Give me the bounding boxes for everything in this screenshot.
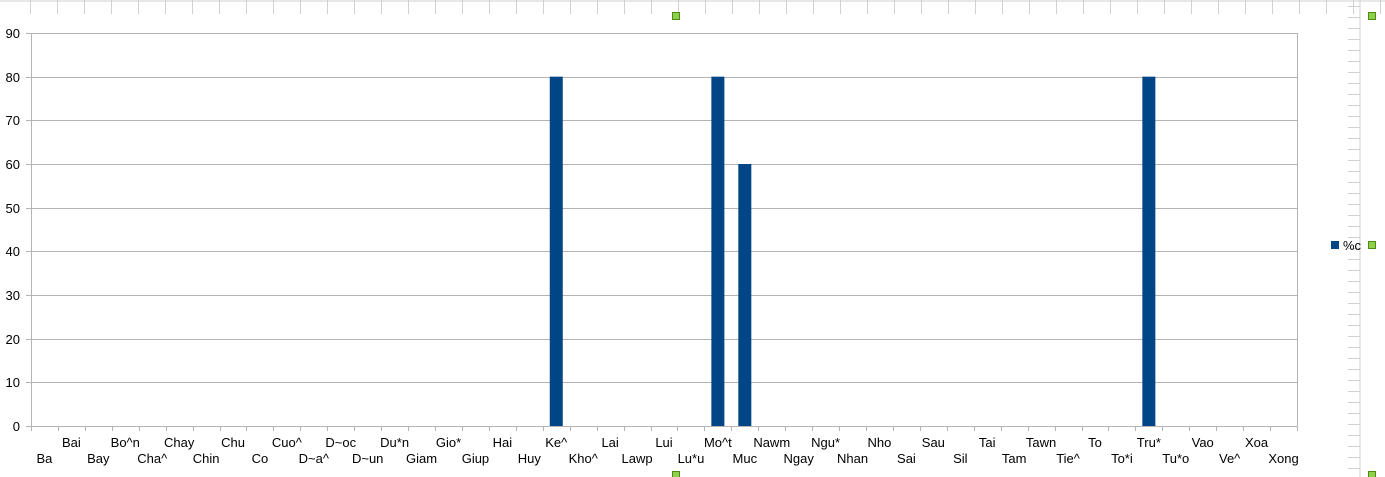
x-tick-label: Xong (1268, 451, 1298, 466)
bar-Tru* (1142, 76, 1156, 427)
x-tick-label: Kho^ (569, 451, 599, 466)
x-tick-label: Lu*u (678, 451, 705, 466)
y-tick-label: 10 (6, 375, 20, 390)
x-tick-label: Nhan (837, 451, 868, 466)
x-tick-label: Sau (922, 435, 945, 450)
x-tick-label: Ba (37, 451, 54, 466)
resize-handle[interactable] (672, 12, 680, 20)
x-tick-label: Bo^n (111, 435, 140, 450)
y-tick-label: 50 (6, 201, 20, 216)
x-tick-label: Ngay (784, 451, 815, 466)
y-tick-label: 20 (6, 332, 20, 347)
resize-handle[interactable] (1368, 241, 1376, 249)
bars (549, 76, 1156, 427)
x-tick-label: Tawn (1026, 435, 1056, 450)
legend-label-series: %c (1343, 238, 1362, 253)
x-tick-label: Ke^ (545, 435, 568, 450)
y-tick-label: 70 (6, 113, 20, 128)
x-tick-label: Bay (87, 451, 110, 466)
x-tick-label: Lui (655, 435, 672, 450)
y-tick-label: 60 (6, 157, 20, 172)
x-tick-label: Huy (518, 451, 542, 466)
axes (31, 33, 1298, 431)
x-tick-label: Vao (1192, 435, 1214, 450)
x-tick-label: Gio* (436, 435, 461, 450)
x-tick-label: D~a^ (299, 451, 330, 466)
x-tick-label: Nho (868, 435, 892, 450)
x-tick-label: Tru* (1137, 435, 1161, 450)
x-tick-label: Cha^ (137, 451, 168, 466)
y-tick-label: 30 (6, 288, 20, 303)
y-tick-label: 40 (6, 244, 20, 259)
x-tick-label: Du*n (380, 435, 409, 450)
x-tick-label: To*i (1111, 451, 1133, 466)
x-tick-label: Ve^ (1219, 451, 1241, 466)
selection-handles[interactable] (672, 12, 1376, 477)
y-tick-label: 90 (6, 26, 20, 41)
x-tick-label: Lai (601, 435, 618, 450)
x-tick-label: Tu*o (1162, 451, 1189, 466)
x-tick-label: Chin (193, 451, 220, 466)
x-tick-label: Tai (979, 435, 996, 450)
x-tick-label: Cuo^ (272, 435, 303, 450)
bar-Mo^t (711, 76, 725, 427)
x-tick-label: Hai (493, 435, 513, 450)
y-tick-label: 80 (6, 70, 20, 85)
x-tick-label: Bai (62, 435, 81, 450)
x-tick-label: Chu (221, 435, 245, 450)
x-tick-label: Sai (897, 451, 916, 466)
x-tick-label: D~un (352, 451, 383, 466)
resize-handle[interactable] (1368, 471, 1376, 477)
x-tick-label: Ngu* (811, 435, 840, 450)
y-tick-labels: 0 10 20 30 40 50 60 70 80 90 (6, 26, 20, 434)
x-tick-label: To (1088, 435, 1102, 450)
bar-Muc (738, 164, 752, 426)
legend: %c (1331, 238, 1362, 253)
x-tick-label: Xoa (1245, 435, 1269, 450)
x-tick-label: Muc (733, 451, 758, 466)
x-tick-label: Mo^t (704, 435, 732, 450)
x-tick-label: D~oc (325, 435, 356, 450)
x-tick-label: Tie^ (1056, 451, 1081, 466)
x-tick-label: Sil (953, 451, 968, 466)
x-tick-label: Tam (1002, 451, 1027, 466)
resize-handle[interactable] (672, 471, 680, 477)
x-tick-label: Chay (164, 435, 195, 450)
x-tick-label: Giam (406, 451, 437, 466)
x-tick-label: Co (252, 451, 269, 466)
bar-Ke^ (549, 76, 563, 427)
x-tick-label: Lawp (622, 451, 653, 466)
legend-swatch (1331, 241, 1339, 249)
x-tick-label: Nawm (753, 435, 790, 450)
gridlines (26, 33, 1297, 427)
y-tick-label: 0 (13, 419, 20, 434)
x-tick-label: Giup (462, 451, 489, 466)
resize-handle[interactable] (1368, 12, 1376, 20)
